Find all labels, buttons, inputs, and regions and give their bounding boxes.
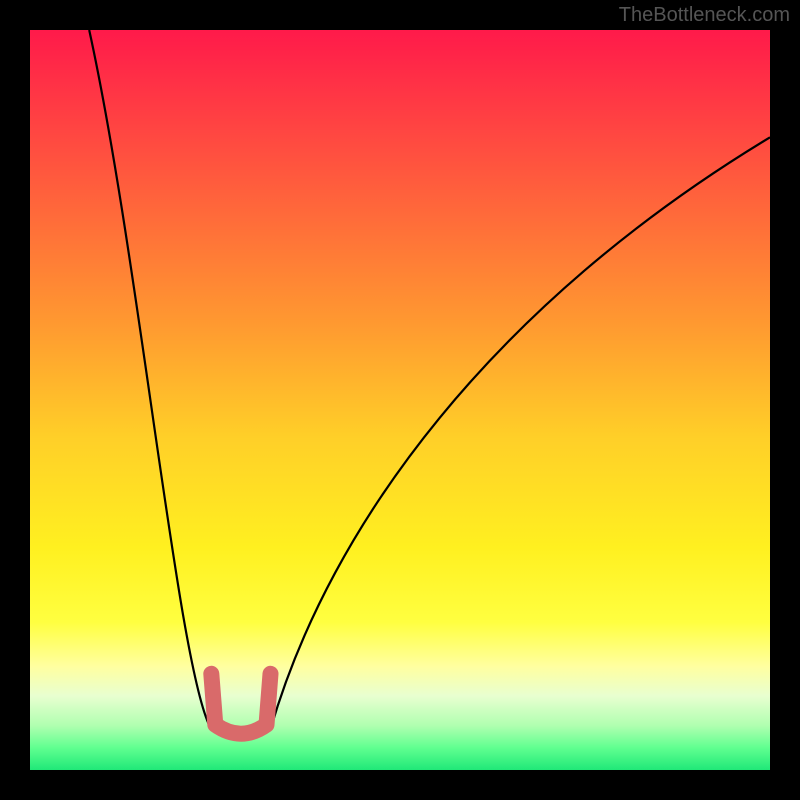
watermark-text: TheBottleneck.com xyxy=(619,4,790,27)
gradient-background xyxy=(30,30,770,770)
plot-area xyxy=(30,30,770,770)
chart-outer-frame: TheBottleneck.com xyxy=(0,0,800,800)
